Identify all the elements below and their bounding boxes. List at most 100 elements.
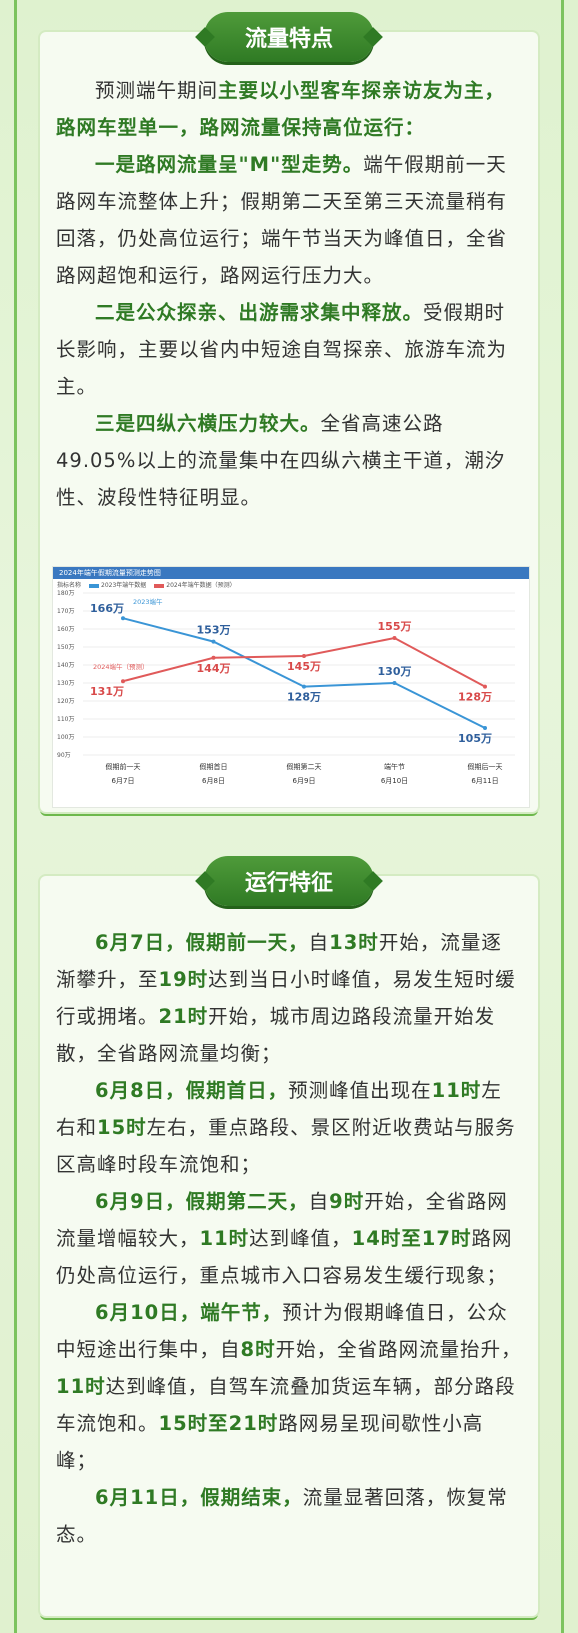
traffic-forecast-chart: 2024年端午假期流量预测走势图 指标名称 2023年端午数据 2024年端午数…	[52, 566, 530, 808]
day-t1: 9时	[329, 1190, 365, 1213]
data-point	[483, 726, 487, 730]
left-decor-line	[14, 0, 17, 1633]
data-label: 166万	[90, 602, 124, 615]
x-tick-label: 假期前一天	[106, 762, 141, 771]
data-point	[392, 681, 397, 685]
day-t2: 19时	[158, 968, 209, 991]
chart-legend: 指标名称 2023年端午数据 2024年端午数据（预测）	[57, 580, 236, 589]
x-tick-date: 6月9日	[293, 777, 316, 785]
data-point	[302, 654, 306, 658]
point-1-text: 端午假期前一天路网车流整体上升；假期第二天至第三天流量稍有回落，仍处高位运行；端…	[56, 153, 508, 287]
day-t2: 11时	[199, 1227, 250, 1250]
data-point	[392, 636, 397, 640]
day-paragraph: 6月9日，假期第二天，自9时开始，全省路网流量增幅较大，11时达到峰值，14时至…	[56, 1183, 522, 1294]
day-date: 6月9日，	[95, 1190, 186, 1213]
data-label: 144万	[197, 662, 231, 675]
day-paragraph: 6月8日，假期首日，预测峰值出现在11时左右和15时左右，重点路段、景区附近收费…	[56, 1072, 522, 1183]
chart-plot: 180万 170万 160万 150万 140万 130万 120万 110万 100万 90万假…	[57, 590, 515, 785]
data-label: 130万	[378, 665, 412, 678]
section-title-traffic-features: 流量特点	[204, 12, 374, 62]
intro-paragraph: 预测端午期间主要以小型客车探亲访友为主，路网车型单一，路网流量保持高位运行：	[56, 72, 522, 146]
data-label: 131万	[90, 685, 124, 698]
y-tick-label: 140万	[57, 662, 74, 669]
y-tick-label: 170万	[57, 608, 74, 615]
x-tick-label: 假期首日	[200, 762, 228, 771]
day-t3: 15时至21时	[158, 1412, 279, 1435]
point-3-text: 全省高速公路49.05%以上的流量集中在四纵六横主干道，潮汐性、波段性特征明显。	[56, 412, 506, 509]
data-label: 153万	[197, 624, 231, 637]
operation-features-text: 6月7日，假期前一天，自13时开始，流量逐渐攀升，至19时达到当日小时峰值，易发…	[56, 924, 522, 1553]
series-tag: 2023端午	[133, 597, 163, 606]
day-t2: 11时	[56, 1375, 106, 1398]
point-2-heading: 二是公众探亲、出游需求集中释放。	[95, 301, 424, 324]
series-line-0	[122, 617, 486, 729]
day-tag: 假期第二天，	[185, 1190, 309, 1213]
x-tick-date: 6月10日	[381, 777, 408, 785]
legend-2023: 2023年端午数据	[89, 580, 146, 589]
day-text4: 路网易呈现间歇性小高峰；	[56, 1412, 484, 1472]
x-tick-label: 端午节	[384, 762, 405, 771]
day-text2: 开始，全省路网流量抬升，	[275, 1338, 522, 1361]
x-tick-label: 假期后一天	[468, 762, 503, 771]
intro-highlight: 主要以小型客车探亲访友为主，路网车型单一，路网流量保持高位运行：	[56, 79, 506, 139]
day-text3: 达到当日小时峰值，易发生短时缓行或拥堵。	[56, 968, 516, 1028]
day-tag: 端午节，	[200, 1301, 283, 1324]
data-label: 128万	[287, 691, 321, 704]
day-t1: 8时	[240, 1338, 276, 1361]
series-tag: 2024端午（预测）	[93, 662, 149, 671]
day-text2: 开始，全省路网流量增幅较大，	[56, 1190, 508, 1250]
day-t1: 11时	[431, 1079, 482, 1102]
day-t1: 13时	[329, 931, 379, 954]
data-label: 145万	[287, 660, 321, 673]
y-tick-label: 130万	[57, 680, 74, 687]
data-label: 105万	[458, 732, 492, 745]
day-date: 6月8日，	[95, 1079, 186, 1102]
point-3-heading: 三是四纵六横压力较大。	[95, 412, 321, 435]
day-paragraph: 6月7日，假期前一天，自13时开始，流量逐渐攀升，至19时达到当日小时峰值，易发…	[56, 924, 522, 1072]
day-t3: 21时	[158, 1005, 209, 1028]
day-text4: 开始，城市周边路段流量开始发散，全省路网流量均衡；	[56, 1005, 496, 1065]
chart-title: 2024年端午假期流量预测走势图	[53, 567, 529, 579]
day-date: 6月11日，	[95, 1486, 201, 1509]
day-paragraph: 6月10日，端午节，预计为假期峰值日，公众中短途出行集中，自8时开始，全省路网流…	[56, 1294, 522, 1479]
day-text2: 开始，流量逐渐攀升，至	[56, 931, 502, 991]
day-text2: 左右和	[56, 1079, 502, 1139]
data-point	[121, 616, 125, 621]
day-text: 自	[308, 931, 330, 954]
data-point	[211, 639, 216, 644]
y-tick-label: 180万	[57, 590, 74, 597]
legend-2024-label: 2024年端午数据（预测）	[166, 582, 236, 589]
point-2-text: 受假期时长影响，主要以省内中短途自驾探亲、旅游车流为主。	[56, 301, 508, 398]
y-tick-label: 100万	[57, 734, 74, 741]
data-point	[302, 684, 306, 689]
y-tick-label: 90万	[57, 752, 71, 759]
day-text3: 达到峰值，	[249, 1227, 352, 1250]
day-t2: 15时	[97, 1116, 147, 1139]
traffic-features-text: 预测端午期间主要以小型客车探亲访友为主，路网车型单一，路网流量保持高位运行： 一…	[56, 72, 522, 516]
day-paragraph: 6月11日，假期结束，流量显著回落，恢复常态。	[56, 1479, 522, 1553]
x-tick-date: 6月8日	[202, 777, 225, 785]
data-point	[483, 684, 487, 689]
section-title-operation-features: 运行特征	[204, 856, 374, 906]
day-text: 自	[308, 1190, 330, 1213]
data-point	[211, 655, 216, 660]
point-3: 三是四纵六横压力较大。全省高速公路49.05%以上的流量集中在四纵六横主干道，潮…	[56, 405, 522, 516]
intro-text: 预测端午期间	[95, 79, 219, 102]
day-t3: 14时至17时	[351, 1227, 472, 1250]
data-point	[121, 679, 125, 684]
day-text: 预计为假期峰值日，公众中短途出行集中，自	[56, 1301, 508, 1361]
day-text3: 达到峰值，自驾车流叠加货运车辆，部分路段车流饱和。	[56, 1375, 516, 1435]
y-tick-label: 120万	[57, 698, 74, 705]
x-tick-date: 6月11日	[471, 777, 498, 785]
day-tag: 假期结束，	[200, 1486, 303, 1509]
x-tick-label: 假期第二天	[287, 762, 322, 771]
data-label: 128万	[458, 691, 492, 704]
point-1: 一是路网流量呈"M"型走势。端午假期前一天路网车流整体上升；假期第二天至第三天流…	[56, 146, 522, 294]
y-tick-label: 150万	[57, 644, 74, 651]
day-text: 预测峰值出现在	[288, 1079, 432, 1102]
operation-features-card	[40, 876, 538, 1616]
day-date: 6月10日，	[95, 1301, 201, 1324]
y-tick-label: 110万	[57, 716, 74, 723]
right-decor-line	[561, 0, 564, 1633]
day-date: 6月7日，	[95, 931, 186, 954]
